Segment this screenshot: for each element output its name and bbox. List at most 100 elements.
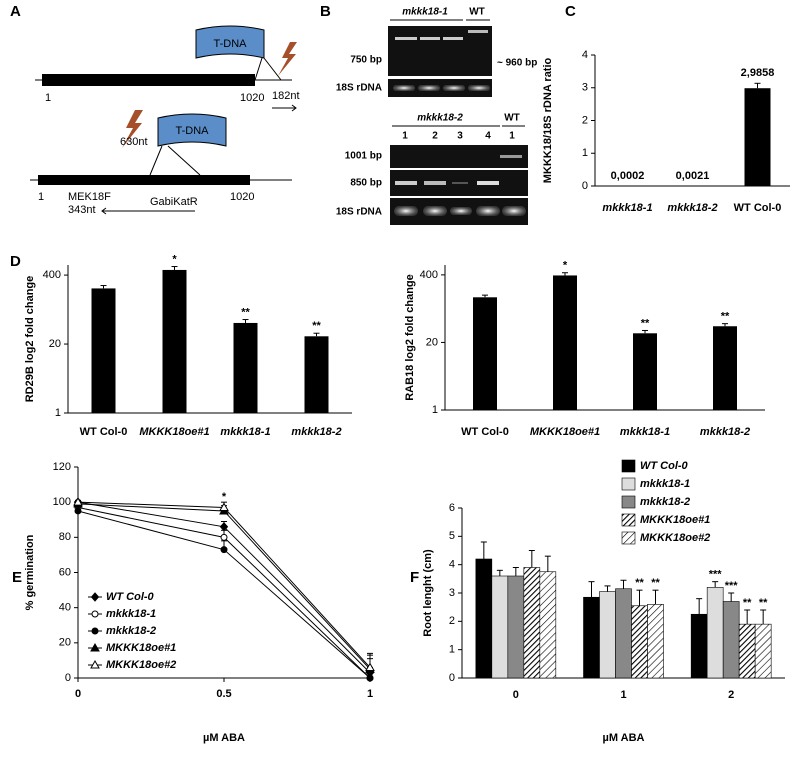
bar	[475, 558, 493, 679]
panel-b: B mkkk18-1 WT 750 bp ~ 960 bp 18S rDNA m…	[320, 3, 537, 225]
y-tick-label: 20	[426, 336, 438, 348]
tdna-insert	[149, 145, 201, 176]
panel-label: B	[320, 3, 331, 20]
bar	[233, 322, 258, 413]
x-tick-label: mkkk18-1	[220, 426, 270, 438]
significance: **	[721, 311, 730, 323]
panel-label: F	[410, 569, 419, 586]
marker	[366, 674, 374, 682]
bar	[631, 605, 648, 679]
legend-swatch	[621, 531, 636, 545]
gene-end: 1020	[240, 92, 264, 104]
value-label: 0,0021	[676, 170, 710, 182]
y-tick-label: 0	[582, 180, 588, 192]
band	[500, 155, 522, 158]
bar	[583, 596, 600, 679]
panel-label: E	[12, 569, 22, 586]
y-tick-label: 100	[53, 496, 71, 508]
marker	[73, 497, 83, 506]
bar	[491, 575, 509, 679]
significance: **	[759, 597, 768, 609]
band	[468, 30, 488, 33]
legend-label: mkkk18-1	[106, 608, 156, 620]
marker	[74, 507, 82, 515]
band	[476, 206, 500, 216]
group-label: mkkk18-1	[402, 7, 448, 18]
band	[450, 207, 472, 215]
legend-label: WT Col-0	[640, 460, 689, 472]
x-tick-label: mkkk18-1	[602, 202, 652, 214]
legend-label: MKKK18oe#2	[106, 659, 176, 671]
bar	[706, 587, 724, 679]
significance: *	[563, 260, 568, 272]
legend-marker	[91, 610, 99, 618]
legend-marker	[90, 592, 100, 602]
control-label: WT	[504, 113, 520, 124]
x-tick-label: 0	[513, 689, 519, 701]
y-axis-label: MKKK18/18S rDNA ratio	[542, 57, 554, 183]
significance: **	[743, 597, 752, 609]
band	[420, 37, 440, 40]
bar	[553, 275, 577, 410]
legend-marker	[90, 659, 100, 669]
bar	[599, 591, 616, 679]
gene-end: 1020	[230, 191, 254, 203]
significance: **	[241, 306, 250, 318]
tdna-label: T-DNA	[214, 38, 248, 50]
marker	[220, 546, 228, 554]
x-tick-label: WT Col-0	[80, 426, 128, 438]
legend-label: MKKK18oe#2	[640, 532, 710, 544]
gene-start: 1	[38, 191, 44, 203]
x-tick-label: mkkk18-2	[291, 426, 341, 438]
y-tick-label: 1	[449, 644, 455, 656]
bar	[690, 613, 708, 679]
legend-label: mkkk18-2	[640, 496, 690, 508]
y-axis-label: RAB18 log2 fold change	[404, 274, 416, 401]
y-tick-label: 4	[582, 49, 588, 61]
bar	[722, 601, 740, 679]
significance: **	[651, 577, 660, 589]
tdna-label: T-DNA	[176, 125, 210, 137]
band	[443, 37, 463, 40]
legend-label: mkkk18-2	[106, 625, 156, 637]
bar	[507, 575, 525, 679]
row-label: 18S rDNA	[336, 83, 382, 94]
y-tick-label: 4	[449, 559, 455, 571]
bar	[713, 326, 737, 410]
significance: ***	[725, 580, 739, 592]
gene-body	[42, 74, 255, 86]
y-tick-label: 0	[65, 672, 71, 684]
band	[394, 206, 418, 216]
legend-label: MKKK18oe#1	[106, 642, 176, 654]
x-tick-label: 1	[367, 688, 373, 700]
band	[443, 85, 465, 91]
y-tick-label: 20	[49, 338, 61, 350]
y-tick-label: 400	[43, 269, 61, 281]
gene-start: 1	[45, 92, 51, 104]
tdna-insert	[254, 57, 282, 81]
primer-r: GabiKatR	[150, 196, 198, 208]
x-tick-label: MKKK18oe#1	[530, 426, 600, 438]
bar	[539, 571, 557, 679]
band	[502, 206, 526, 216]
y-tick-label: 3	[582, 82, 588, 94]
y-tick-label: 400	[420, 269, 438, 281]
group-label: mkkk18-2	[417, 113, 463, 124]
band	[477, 181, 499, 185]
significance: **	[635, 577, 644, 589]
legend-label: WT Col-0	[106, 591, 155, 603]
panel-label: D	[10, 253, 21, 270]
legend-label: MKKK18oe#1	[640, 514, 710, 526]
band	[468, 85, 490, 91]
bar	[304, 336, 329, 413]
band	[423, 206, 447, 216]
y-axis-label: RD29B log2 fold change	[24, 276, 36, 403]
bar	[162, 269, 187, 413]
band	[452, 182, 468, 184]
x-tick-label: 2	[728, 689, 734, 701]
x-tick-label: MKKK18oe#1	[139, 426, 209, 438]
y-tick-label: 60	[59, 566, 71, 578]
bar	[523, 567, 541, 679]
bar	[91, 288, 116, 413]
